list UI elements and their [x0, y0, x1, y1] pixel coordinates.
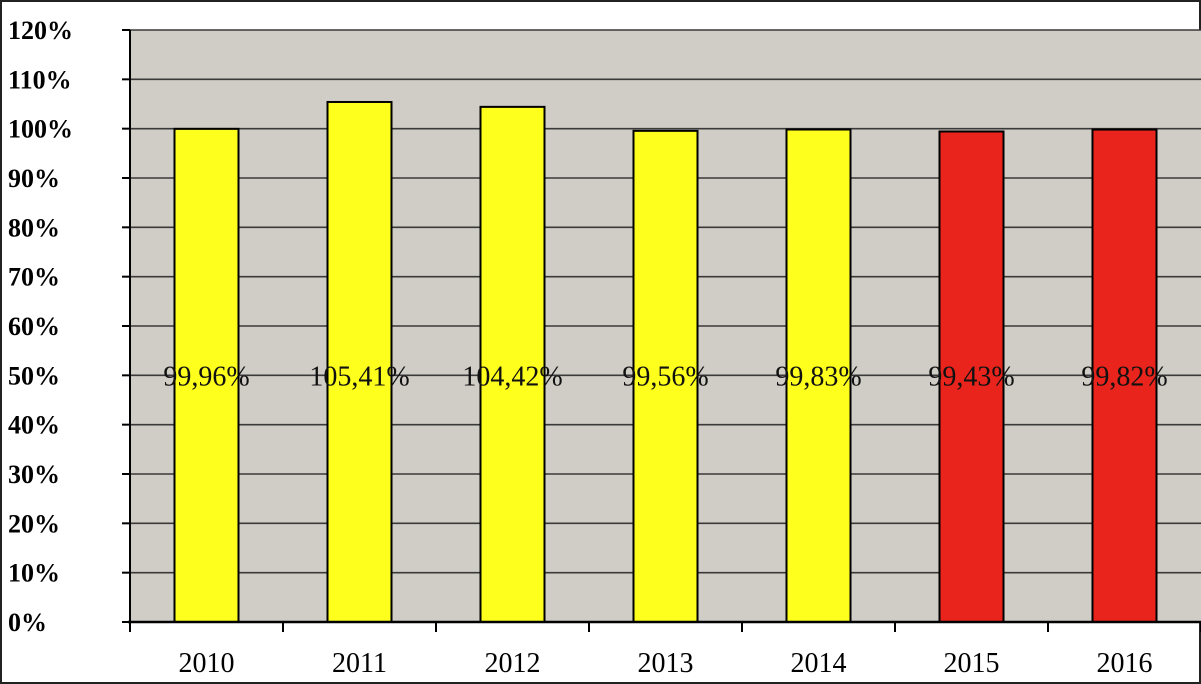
x-tick-label-2016: 2016	[1097, 648, 1153, 679]
bar-2015	[938, 130, 1005, 623]
bar-2013	[632, 129, 699, 623]
data-label-2015: 99,43%	[928, 361, 1014, 392]
y-tick-label: 60%	[8, 312, 60, 341]
data-label-2011: 105,41%	[309, 361, 409, 392]
y-tick-label: 100%	[8, 115, 73, 144]
y-tick-label: 110%	[8, 65, 72, 94]
x-tick-label-2014: 2014	[791, 648, 847, 679]
x-axis: 2010 2011 2012 2013 2014 2015 2016	[128, 620, 1201, 679]
y-axis: 0% 10% 20% 30% 40% 50% 60% 70% 80% 90% 100% 110% 120…	[8, 16, 131, 637]
y-tick-label: 40%	[8, 411, 60, 440]
bar-2014	[785, 128, 852, 623]
x-tick-label-2011: 2011	[332, 648, 387, 679]
bar-2012	[479, 105, 546, 624]
data-label-2016: 99,82%	[1081, 361, 1167, 392]
x-tick-label-2013: 2013	[638, 648, 694, 679]
x-tick-label-2010: 2010	[179, 648, 235, 679]
y-tick-label: 90%	[8, 164, 60, 193]
y-tick-label: 50%	[8, 361, 60, 390]
y-tick-label: 20%	[8, 509, 60, 538]
bar-2011	[326, 100, 393, 623]
bars	[173, 100, 1158, 624]
data-label-2014: 99,83%	[775, 361, 861, 392]
y-tick-label: 120%	[8, 16, 73, 45]
y-tick-label: 0%	[8, 608, 47, 637]
bar-2016	[1091, 128, 1158, 624]
data-label-2012: 104,42%	[462, 361, 562, 392]
x-tick-label-2012: 2012	[485, 648, 541, 679]
y-tick-label: 70%	[8, 263, 60, 292]
data-label-2013: 99,56%	[622, 361, 708, 392]
y-tick-label: 30%	[8, 460, 60, 489]
y-tick-label: 80%	[8, 213, 60, 242]
data-labels: 99,96% 105,41% 104,42% 99,56% 99,83% 99,43% 99…	[163, 361, 1167, 392]
x-tick-label-2015: 2015	[944, 648, 1000, 679]
bar-2010	[173, 127, 240, 623]
data-label-2010: 99,96%	[163, 361, 249, 392]
y-tick-label: 10%	[8, 559, 60, 588]
